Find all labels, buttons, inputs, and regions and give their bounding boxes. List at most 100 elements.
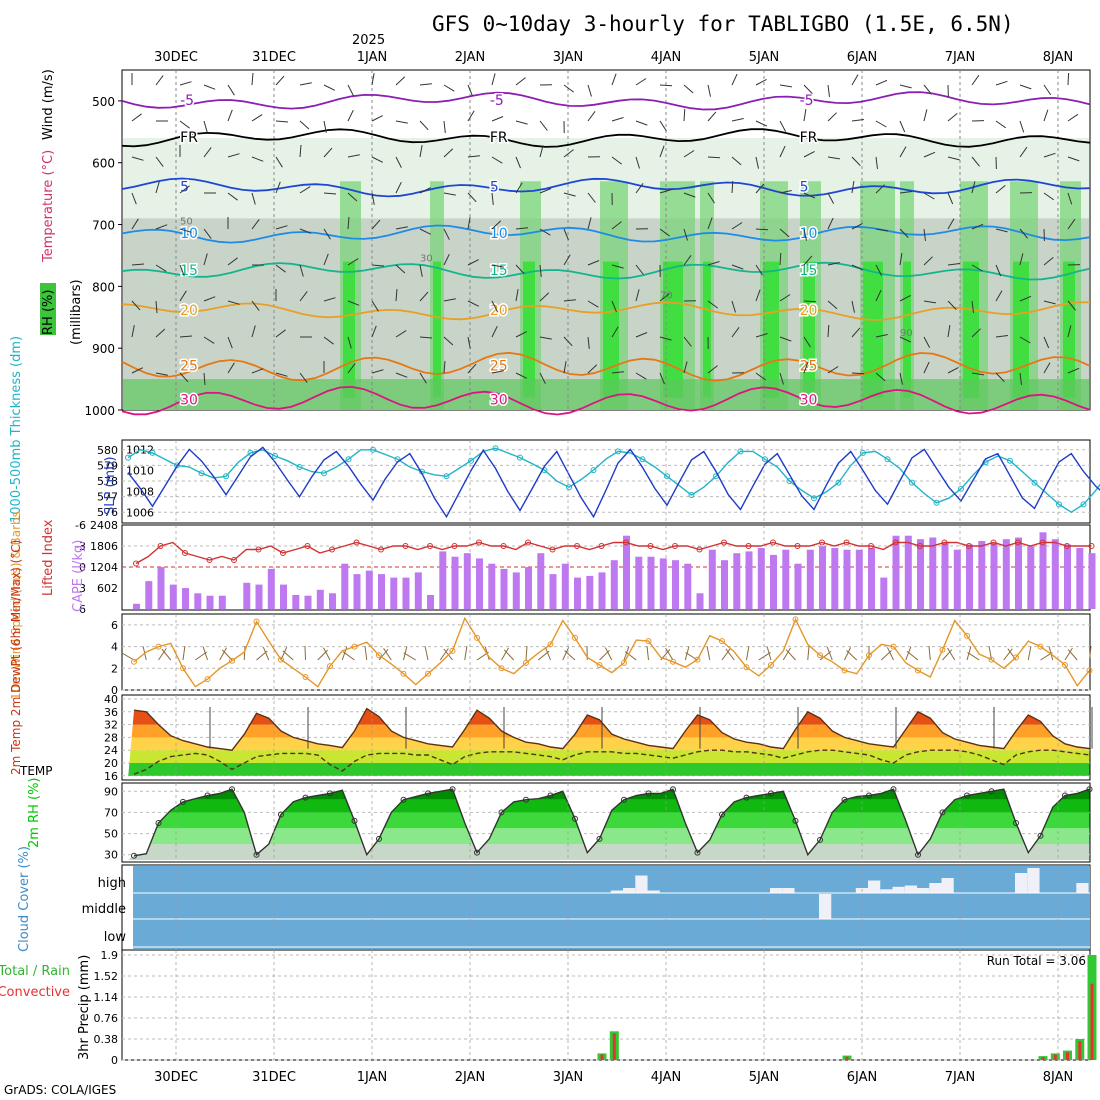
wind10m-marker xyxy=(474,634,480,641)
upper-wind-barb xyxy=(851,119,864,122)
dewpt2m-line xyxy=(133,749,1090,775)
upper-wind-barb xyxy=(755,78,767,86)
upper-wind-barb xyxy=(467,217,471,230)
cape-bar xyxy=(647,556,655,609)
upper-wind-barb xyxy=(755,156,759,169)
upper-wind-barb xyxy=(203,253,208,266)
wind10m-barb xyxy=(906,651,919,661)
isotherm-line xyxy=(121,261,1091,281)
wind10m-barb xyxy=(562,647,570,661)
wind10m-barb xyxy=(424,646,429,661)
wind10m-marker xyxy=(890,643,897,650)
wind10m-barb xyxy=(501,647,509,661)
upper-wind-barb xyxy=(347,192,358,202)
cape-bar xyxy=(194,593,202,609)
wind10m-barb xyxy=(121,652,135,661)
lifted-index-marker xyxy=(280,550,286,556)
upper-wind-barb xyxy=(299,186,311,194)
cloud-bar xyxy=(623,888,636,893)
lifted-index-tick-label: -3 xyxy=(75,540,86,553)
thickness-marker xyxy=(933,499,940,506)
precip-convective-bar xyxy=(612,1033,616,1060)
upper-wind-barb xyxy=(491,156,503,164)
upper-wind-barb xyxy=(851,181,855,194)
thickness-marker xyxy=(247,449,254,456)
upper-wind-barb xyxy=(875,156,878,169)
upper-wind-barb xyxy=(587,192,596,203)
lifted-index-marker xyxy=(353,539,360,546)
cape-bar xyxy=(721,560,728,609)
wind10m-marker xyxy=(229,657,235,664)
upper-wind-barb xyxy=(755,228,769,231)
upper-wind-barb xyxy=(443,253,450,266)
cape-bar xyxy=(917,539,924,609)
temp2m-tick-label: 36 xyxy=(104,706,118,719)
upper-wind-barb xyxy=(443,228,450,240)
lifted-index-marker xyxy=(182,550,188,556)
upper-wind-barb xyxy=(227,109,233,122)
upper-wind-barb xyxy=(995,335,1008,338)
upper-wind-barb xyxy=(1043,109,1049,122)
precip-tick-label: 0.76 xyxy=(94,1012,119,1025)
cape-bar xyxy=(561,563,569,609)
cape-bar xyxy=(1027,546,1035,609)
upper-wind-barb xyxy=(731,73,738,86)
upper-wind-barb xyxy=(515,77,526,86)
lifted-index-marker xyxy=(672,543,678,549)
lifted-index-marker xyxy=(255,546,262,553)
upper-wind-barb xyxy=(659,145,665,158)
cape-bar xyxy=(623,535,630,609)
lifted-index-marker xyxy=(941,539,948,546)
cape-bar xyxy=(378,574,385,609)
rh2m-marker xyxy=(890,786,897,793)
wind10m-barb xyxy=(182,646,186,661)
cloud-bar xyxy=(929,883,942,893)
rh2m-tick-label: 50 xyxy=(104,828,118,841)
upper-wind-barb xyxy=(155,300,158,314)
wind10m-tick-label: 6 xyxy=(111,619,118,632)
wind10m-barb xyxy=(403,652,417,661)
wind10m-barb xyxy=(364,646,368,661)
rh2m-marker xyxy=(743,794,750,801)
cloud-layer-label: high xyxy=(98,876,126,891)
wind10m-tick-label: 4 xyxy=(111,641,118,654)
upper-wind-barb xyxy=(635,78,647,86)
upper-wind-barb xyxy=(731,300,736,313)
thickness-marker xyxy=(958,485,964,492)
wind10m-barb xyxy=(826,646,833,661)
wind10m-marker xyxy=(449,647,456,654)
rh2m-line xyxy=(133,788,1090,857)
isotherm-label: FR xyxy=(490,130,508,146)
upper-wind-barb xyxy=(803,109,807,122)
thickness-marker xyxy=(1007,457,1013,464)
upper-wind-barb xyxy=(1043,257,1054,266)
upper-wind-barb xyxy=(251,72,254,86)
upper-wind-barb xyxy=(227,362,235,374)
top-date-label: 30DEC xyxy=(154,50,198,65)
isotherm-line xyxy=(121,177,1091,198)
precip-tick-label: 1.14 xyxy=(94,991,119,1004)
lifted-index-marker xyxy=(451,543,458,549)
isotherm-label: 5 xyxy=(180,179,189,195)
cape-bar xyxy=(1002,539,1010,609)
footer-credit: GrADS: COLA/IGES xyxy=(4,1083,117,1097)
lifted-index-marker xyxy=(402,543,409,549)
wind10m-barb xyxy=(219,647,227,661)
slp-line xyxy=(127,446,1100,519)
cape-bar xyxy=(537,553,545,609)
upper-wind-barb xyxy=(611,326,619,338)
cape-axis-label: CAPE (J/kg) xyxy=(71,540,86,612)
upper-wind-barb xyxy=(971,74,980,86)
upper-wind-barb xyxy=(563,192,576,197)
upper-wind-barb xyxy=(947,156,960,161)
upper-wind-barb xyxy=(827,366,839,374)
upper-wind-barb xyxy=(803,228,807,241)
thickness-marker xyxy=(1080,501,1087,508)
rh-saturated-column xyxy=(1063,261,1075,398)
thickness-marker xyxy=(786,478,793,484)
cape-tick-label: 1806 xyxy=(90,540,118,553)
upper-wind-barb xyxy=(323,297,336,302)
upper-wind-barb xyxy=(947,113,958,122)
upper-wind-barb xyxy=(947,192,954,205)
cloud-bar xyxy=(880,889,893,894)
